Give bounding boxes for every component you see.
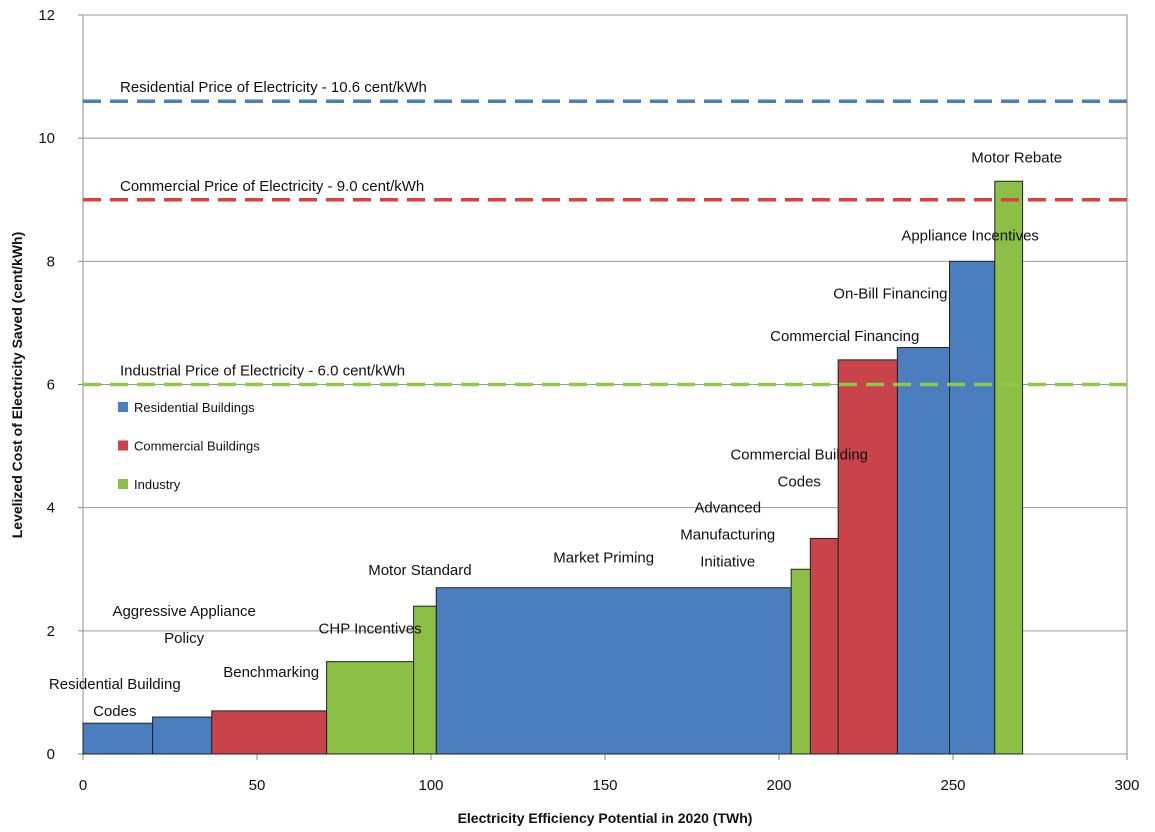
bar (326, 661, 415, 755)
bar (994, 180, 1024, 755)
bar-label: Residential Building (49, 676, 181, 693)
bar-label: Advanced (694, 499, 761, 516)
y-tick-label: 12 (38, 7, 55, 24)
x-tick-label: 300 (1114, 777, 1139, 794)
bar (435, 587, 792, 755)
y-tick-label: 4 (47, 500, 55, 517)
bar (896, 347, 951, 755)
bar-label: Appliance Incentives (901, 227, 1039, 244)
y-tick-label: 0 (47, 746, 55, 763)
bar-label: On-Bill Financing (833, 286, 947, 303)
bar-label: Motor Rebate (971, 149, 1062, 166)
y-tick-label: 10 (38, 130, 55, 147)
legend-swatch (118, 402, 128, 412)
bar-label: Codes (778, 473, 821, 490)
x-axis-label: Electricity Efficiency Potential in 2020… (458, 810, 753, 826)
y-axis-label: Levelized Cost of Electricity Saved (cen… (9, 232, 25, 539)
bar (949, 260, 996, 755)
x-tick-label: 50 (249, 777, 266, 794)
bar-label: Manufacturing (680, 526, 775, 543)
bar-label: Policy (164, 630, 205, 647)
bar-label: Benchmarking (223, 664, 319, 681)
bar-label: Commercial Building (730, 446, 868, 463)
bar-label: Motor Standard (368, 562, 471, 579)
y-tick-label: 8 (47, 253, 55, 270)
reference-label: Commercial Price of Electricity - 9.0 ce… (120, 178, 424, 195)
bar (211, 710, 328, 755)
x-tick-label: 150 (592, 777, 617, 794)
bar-label: Initiative (700, 553, 755, 570)
bar (413, 605, 437, 755)
x-tick-label: 250 (940, 777, 965, 794)
legend-swatch (118, 479, 128, 489)
bar (790, 568, 811, 755)
bar-label: Codes (93, 703, 136, 720)
reference-label: Residential Price of Electricity - 10.6 … (120, 79, 427, 96)
x-tick-label: 0 (79, 777, 87, 794)
bar-label: Commercial Financing (770, 328, 919, 345)
bar (809, 537, 839, 755)
y-tick-label: 6 (47, 377, 55, 394)
legend-swatch (118, 440, 128, 451)
legend-label: Residential Buildings (134, 400, 255, 415)
legend-label: Commercial Buildings (134, 439, 260, 454)
y-tick-label: 2 (47, 623, 55, 640)
reference-label: Industrial Price of Electricity - 6.0 ce… (120, 363, 405, 380)
bar-label: CHP Incentives (319, 621, 422, 638)
x-tick-label: 100 (418, 777, 443, 794)
bar-label: Aggressive Appliance (112, 603, 255, 620)
bar-label: Market Priming (553, 550, 654, 567)
legend-label: Industry (134, 477, 181, 492)
bar (837, 359, 898, 755)
x-tick-label: 200 (766, 777, 791, 794)
bar (152, 716, 213, 755)
bar (82, 722, 154, 755)
